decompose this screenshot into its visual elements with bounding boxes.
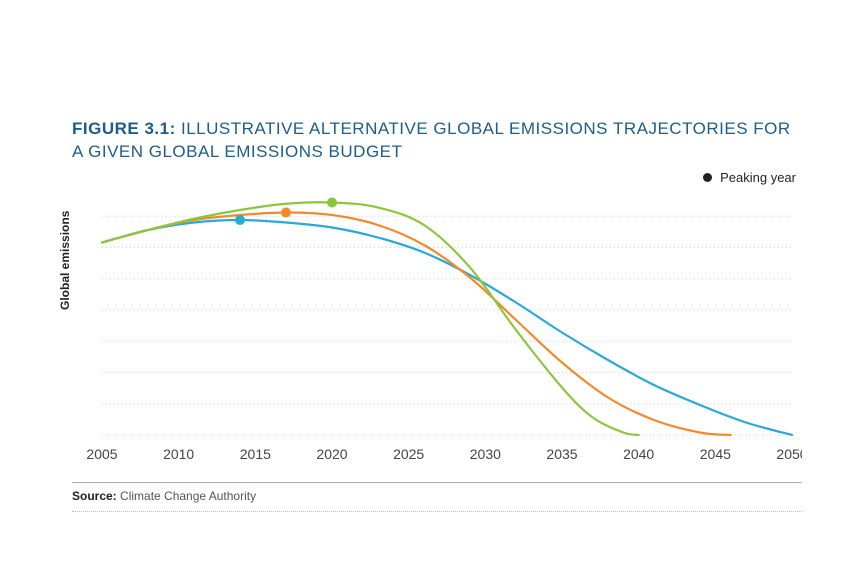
x-tick-label: 2005 — [86, 446, 117, 462]
source-line: Source: Climate Change Authority — [72, 482, 802, 512]
x-tick-label: 2030 — [470, 446, 501, 462]
figure-container: FIGURE 3.1: ILLUSTRATIVE ALTERNATIVE GLO… — [0, 0, 862, 575]
figure-title-text: ILLUSTRATIVE ALTERNATIVE GLOBAL EMISSION… — [72, 119, 791, 161]
source-text: Climate Change Authority — [120, 489, 256, 503]
peak-marker-peak-2020 — [327, 198, 337, 208]
emissions-chart: 2005 2010 2015 2020 2025 2030 2035 2040 2045 2050 — [72, 175, 802, 475]
y-axis-label: Global emissions — [58, 211, 72, 310]
figure-number: FIGURE 3.1: — [72, 119, 176, 138]
x-tick-label: 2025 — [393, 446, 424, 462]
series-peak-2020 — [102, 202, 639, 435]
x-tick-label: 2040 — [623, 446, 654, 462]
gridlines — [102, 216, 792, 435]
x-tick-label: 2010 — [163, 446, 194, 462]
peak-marker-peak-2014 — [235, 215, 245, 225]
x-tick-label: 2015 — [240, 446, 271, 462]
x-tick-label: 2020 — [316, 446, 347, 462]
series-peak-2017 — [102, 213, 731, 436]
x-tick-label: 2035 — [546, 446, 577, 462]
source-prefix: Source: — [72, 489, 117, 503]
x-tick-labels: 2005 2010 2015 2020 2025 2030 2035 2040 2045 2050 — [86, 446, 802, 462]
x-tick-label: 2045 — [700, 446, 731, 462]
series-peak-2014 — [102, 220, 792, 435]
x-tick-label: 2050 — [776, 446, 802, 462]
figure-title: FIGURE 3.1: ILLUSTRATIVE ALTERNATIVE GLO… — [72, 118, 802, 164]
series-group — [102, 202, 792, 435]
peak-marker-peak-2017 — [281, 208, 291, 218]
